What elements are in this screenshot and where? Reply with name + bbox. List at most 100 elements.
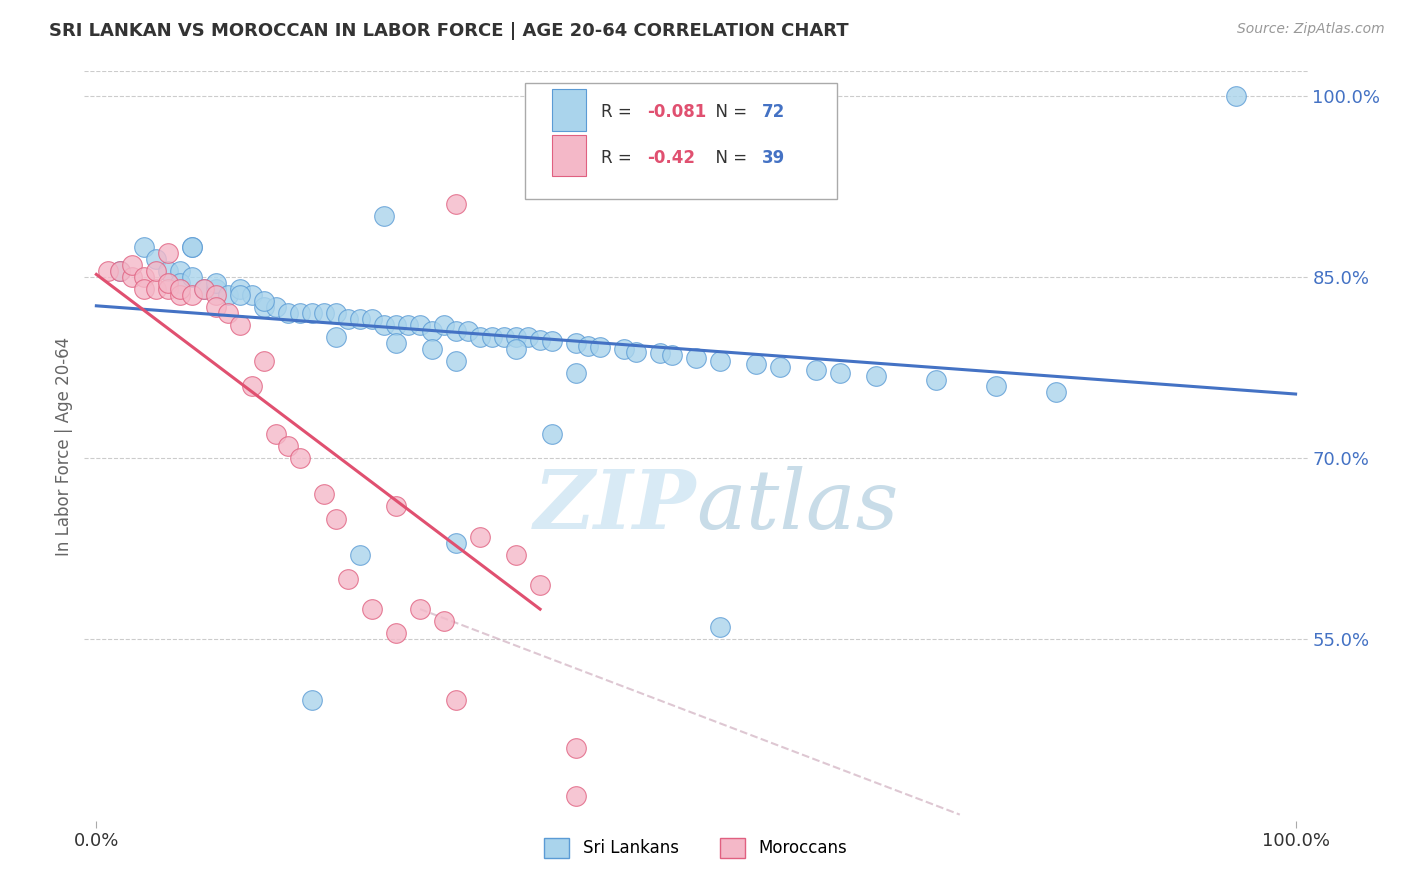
Point	[385, 318, 408, 333]
Point	[444, 354, 467, 368]
Point	[157, 245, 180, 260]
Point	[145, 252, 167, 266]
Point	[624, 344, 647, 359]
Point	[349, 548, 371, 562]
Point	[205, 276, 228, 290]
Point	[145, 264, 167, 278]
Point	[277, 306, 299, 320]
Point	[325, 330, 347, 344]
Text: N =: N =	[704, 103, 752, 120]
Point	[444, 693, 467, 707]
Point	[290, 451, 312, 466]
Point	[134, 269, 156, 284]
Point	[709, 620, 731, 634]
Point	[529, 578, 551, 592]
Point	[865, 368, 887, 383]
Point	[385, 336, 408, 351]
FancyBboxPatch shape	[551, 89, 586, 130]
Y-axis label: In Labor Force | Age 20-64: In Labor Force | Age 20-64	[55, 336, 73, 556]
Point	[420, 324, 443, 338]
Point	[217, 288, 239, 302]
Point	[925, 372, 948, 386]
Point	[373, 210, 395, 224]
Point	[277, 439, 299, 453]
Point	[1225, 88, 1247, 103]
Point	[157, 264, 180, 278]
Text: atlas: atlas	[696, 466, 898, 546]
Point	[169, 282, 191, 296]
Point	[181, 239, 204, 253]
Point	[301, 306, 323, 320]
Point	[685, 351, 707, 365]
Point	[157, 282, 180, 296]
Point	[565, 789, 588, 804]
Point	[264, 426, 287, 441]
Point	[409, 602, 432, 616]
Text: R =: R =	[600, 103, 637, 120]
Text: 72: 72	[762, 103, 786, 120]
Point	[205, 282, 228, 296]
Point	[169, 264, 191, 278]
Point	[409, 318, 432, 333]
Point	[433, 318, 456, 333]
Point	[110, 264, 132, 278]
Point	[613, 343, 636, 357]
Point	[325, 306, 347, 320]
Point	[97, 264, 120, 278]
Point	[145, 282, 167, 296]
Point	[229, 318, 252, 333]
Point	[253, 293, 276, 308]
Point	[745, 357, 768, 371]
Text: 39: 39	[762, 149, 786, 167]
Point	[709, 354, 731, 368]
Point	[541, 426, 564, 441]
Point	[169, 288, 191, 302]
Point	[169, 276, 191, 290]
Point	[433, 614, 456, 628]
Point	[181, 288, 204, 302]
Point	[121, 269, 143, 284]
Point	[110, 264, 132, 278]
Point	[349, 312, 371, 326]
FancyBboxPatch shape	[551, 135, 586, 177]
Point	[396, 318, 419, 333]
Point	[217, 306, 239, 320]
Point	[444, 324, 467, 338]
Point	[373, 318, 395, 333]
Point	[264, 300, 287, 314]
Legend: Sri Lankans, Moroccans: Sri Lankans, Moroccans	[537, 831, 855, 864]
Point	[494, 330, 516, 344]
Point	[253, 300, 276, 314]
Point	[505, 343, 527, 357]
Point	[420, 343, 443, 357]
Point	[314, 306, 336, 320]
Point	[361, 312, 384, 326]
Point	[565, 336, 588, 351]
Point	[828, 367, 851, 381]
Point	[301, 693, 323, 707]
Point	[361, 602, 384, 616]
Point	[337, 312, 360, 326]
Point	[205, 300, 228, 314]
Point	[481, 330, 503, 344]
Point	[240, 378, 263, 392]
Point	[253, 354, 276, 368]
Point	[134, 282, 156, 296]
Point	[205, 288, 228, 302]
Text: SRI LANKAN VS MOROCCAN IN LABOR FORCE | AGE 20-64 CORRELATION CHART: SRI LANKAN VS MOROCCAN IN LABOR FORCE | …	[49, 22, 849, 40]
Point	[984, 378, 1007, 392]
Point	[193, 282, 215, 296]
Text: R =: R =	[600, 149, 637, 167]
Point	[240, 288, 263, 302]
Point	[457, 324, 479, 338]
Point	[325, 511, 347, 525]
Point	[529, 333, 551, 347]
Point	[385, 500, 408, 514]
Point	[541, 334, 564, 348]
Point	[565, 741, 588, 756]
Point	[193, 282, 215, 296]
Point	[517, 330, 540, 344]
Point	[804, 363, 827, 377]
Point	[290, 306, 312, 320]
Point	[565, 367, 588, 381]
